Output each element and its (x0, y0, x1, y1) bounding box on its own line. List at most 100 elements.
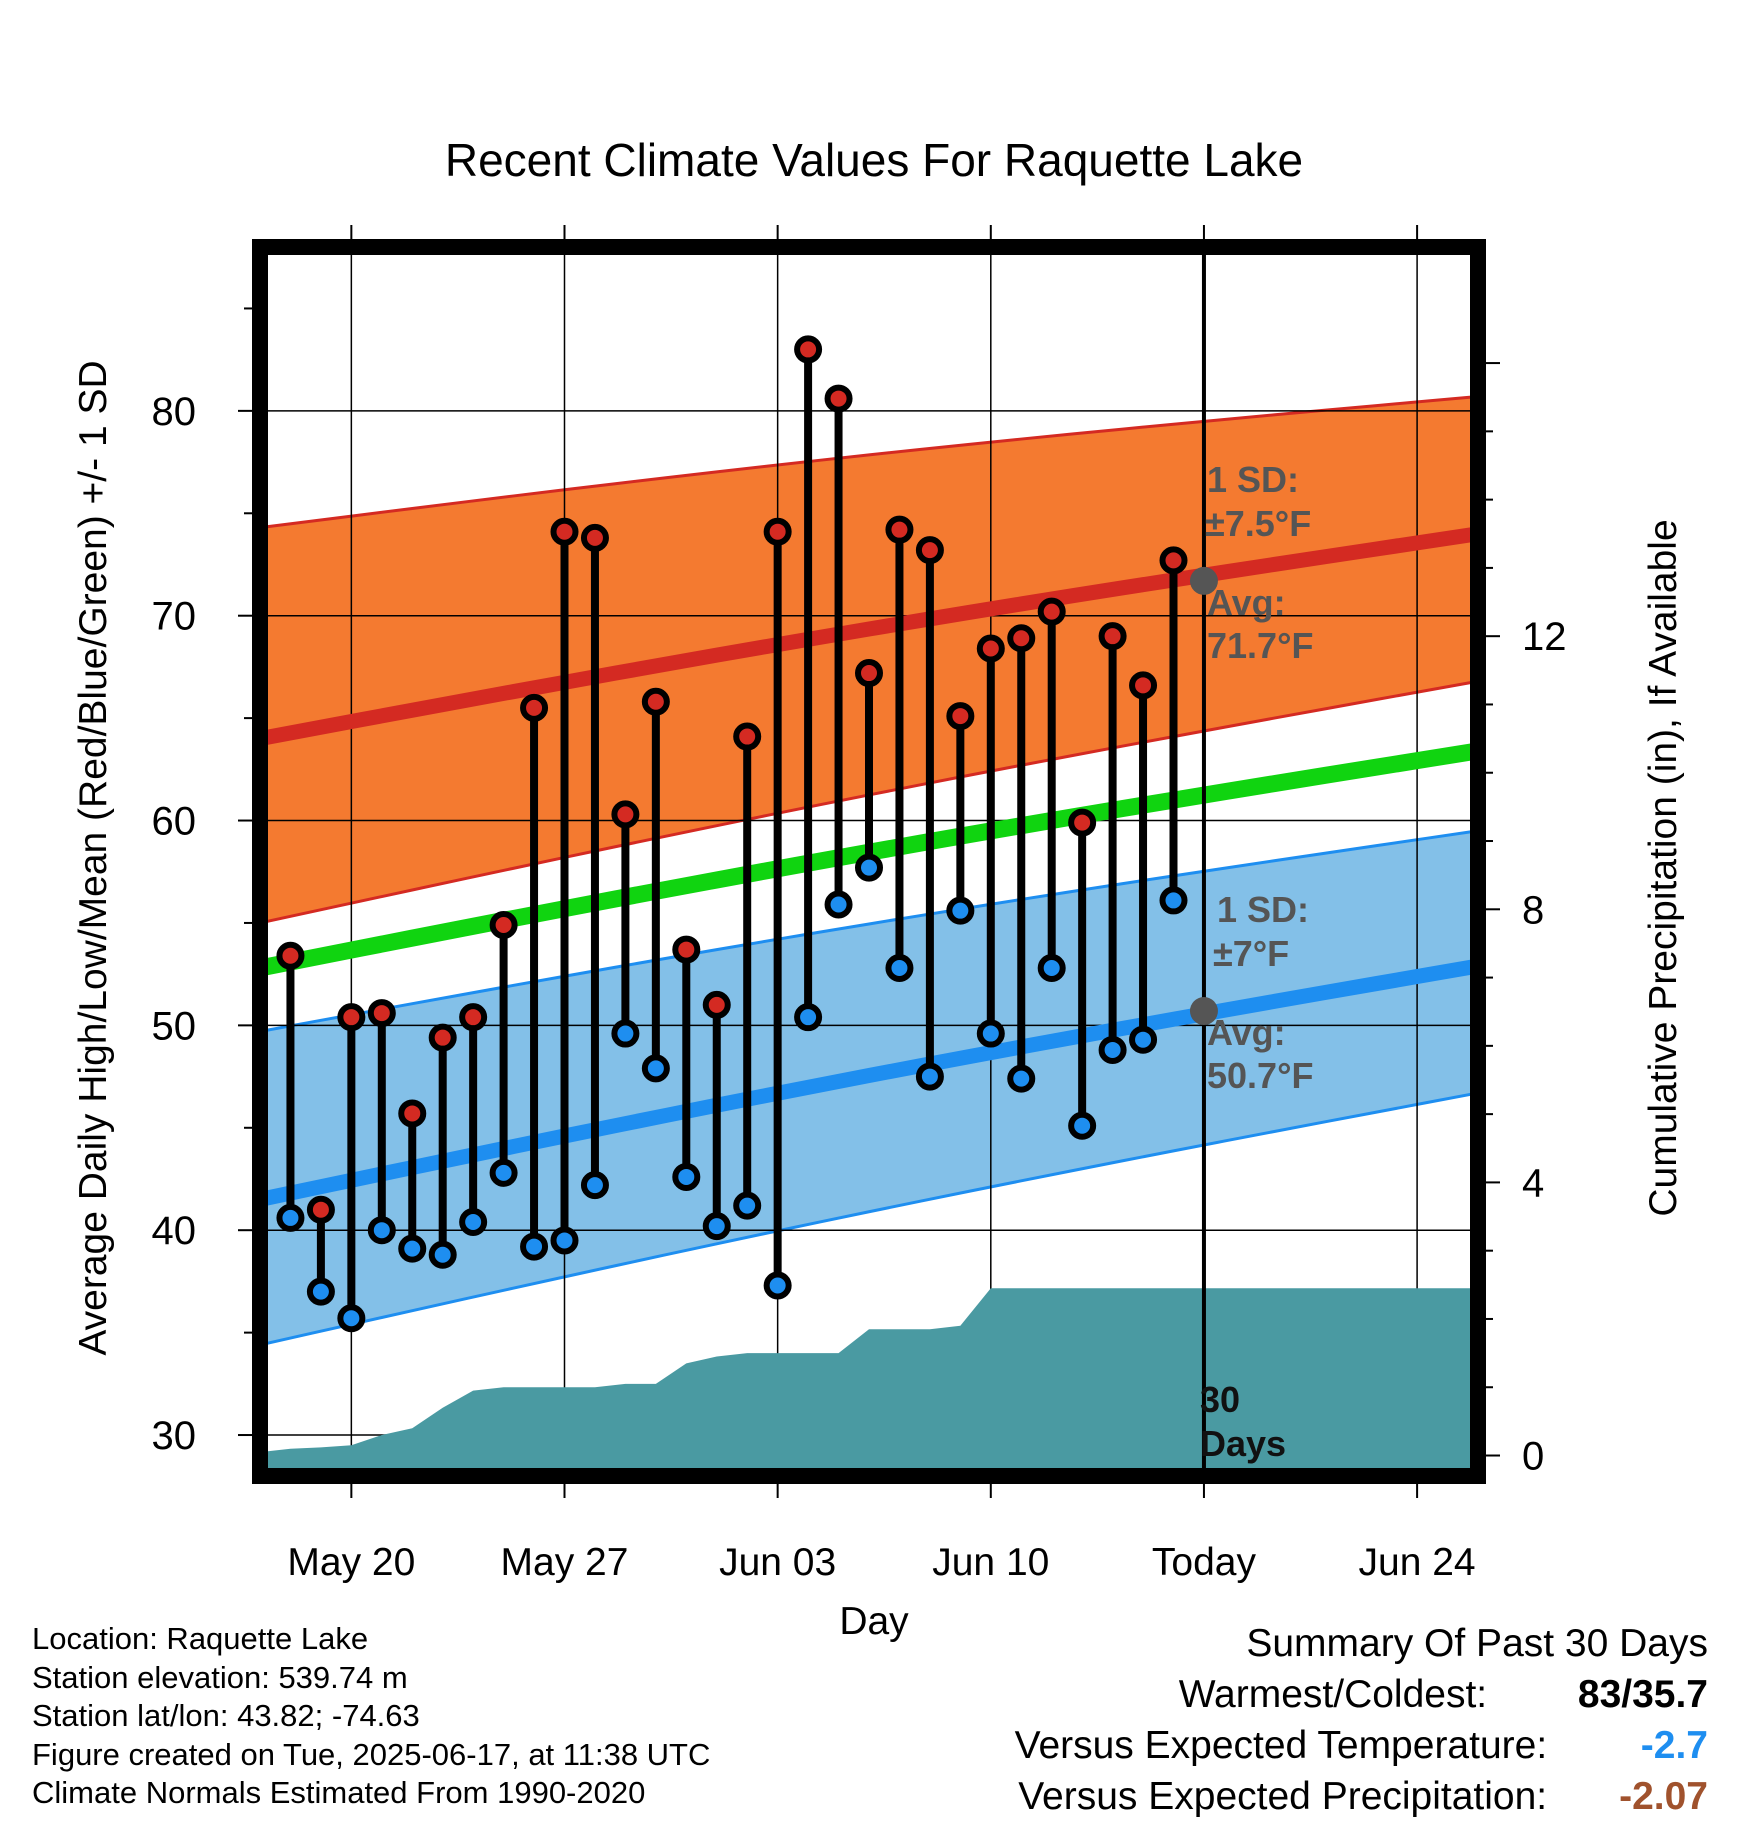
daily-low-point (459, 1208, 488, 1237)
daily-low-point (306, 1277, 335, 1306)
daily-high-point (946, 702, 975, 731)
daily-high-point (550, 517, 579, 546)
summary-warmest-row: Warmest/Coldest: 83/35.7 (1015, 1669, 1708, 1720)
chart-title: Recent Climate Values For Raquette Lake (445, 134, 1303, 186)
y-tick-label: 40 (152, 1209, 197, 1253)
daily-high-point (276, 941, 305, 970)
x-tick-label: May 27 (501, 1541, 629, 1584)
summary-temp-row: Versus Expected Temperature: -2.7 (1015, 1720, 1708, 1771)
daily-high-point (337, 1003, 366, 1032)
daily-low-point (946, 896, 975, 925)
y2-axis-label: Cumulative Precipitation (in), If Availa… (1642, 519, 1685, 1216)
daily-low-point (1037, 954, 1066, 983)
high-sd-annotation: 1 SD: (1207, 459, 1299, 500)
daily-low-point (337, 1304, 366, 1333)
daily-high-point (1037, 597, 1066, 626)
daily-low-point (428, 1240, 457, 1269)
x-tick-label: May 20 (287, 1541, 415, 1584)
summary-precip-row: Versus Expected Precipitation: -2.07 (1015, 1771, 1708, 1822)
y2-tick-label: 4 (1522, 1161, 1544, 1205)
precip-window-annotation: Days (1200, 1423, 1286, 1464)
daily-high-point (915, 536, 944, 565)
daily-high-point (1007, 624, 1036, 653)
low-band-lower-edge (259, 1091, 1479, 1347)
y-tick-label: 80 (152, 390, 197, 434)
daily-high-point (1159, 546, 1188, 575)
y-tick-label: 70 (152, 595, 197, 639)
daily-high-point (702, 990, 731, 1019)
daily-low-point (367, 1216, 396, 1245)
low-band-upper-edge (259, 829, 1479, 1033)
daily-low-point (976, 1019, 1005, 1048)
daily-low-point (489, 1158, 518, 1187)
daily-high-point (398, 1099, 427, 1128)
low-avg-label-annotation: Avg: (1207, 1012, 1286, 1053)
daily-low-point (641, 1054, 670, 1083)
temp-departure-value: -2.7 (1640, 1724, 1708, 1767)
daily-low-point (1068, 1111, 1097, 1140)
temp-departure-label: Versus Expected Temperature: (1014, 1724, 1548, 1767)
daily-high-point (489, 910, 518, 939)
x-axis-label: Day (839, 1600, 909, 1643)
daily-low-point (702, 1212, 731, 1241)
daily-low-point (1159, 886, 1188, 915)
daily-low-point (824, 890, 853, 919)
x-tick-label: Today (1152, 1541, 1257, 1584)
location-text: Location: Raquette Lake (32, 1621, 369, 1656)
x-tick-label: Jun 24 (1359, 1541, 1476, 1584)
daily-high-point (976, 634, 1005, 663)
summary-panel: Summary Of Past 30 Days Warmest/Coldest:… (1015, 1618, 1708, 1822)
summary-title: Summary Of Past 30 Days (1246, 1622, 1708, 1665)
daily-low-point (520, 1232, 549, 1261)
today-low-average-marker (1189, 997, 1218, 1026)
x-tick-label: Jun 10 (932, 1541, 1049, 1584)
daily-low-point (1007, 1064, 1036, 1093)
daily-low-point (1129, 1025, 1158, 1054)
daily-high-point (459, 1003, 488, 1032)
created-text: Figure created on Tue, 2025-06-17, at 11… (32, 1736, 711, 1772)
daily-high-point (1129, 671, 1158, 700)
high-band-upper-edge (259, 395, 1479, 530)
daily-high-point (763, 517, 792, 546)
normals-text: Climate Normals Estimated From 1990-2020 (32, 1775, 646, 1810)
precip-departure-value: -2.07 (1619, 1775, 1708, 1818)
daily-high-point (428, 1023, 457, 1052)
precip-departure-label: Versus Expected Precipitation: (1018, 1775, 1548, 1818)
high-average-line (258, 526, 1480, 746)
high-avg-value-annotation: 71.7°F (1207, 625, 1313, 666)
daily-low-point (611, 1019, 640, 1048)
y-axis-label: Average Daily High/Low/Mean (Red/Blue/Gr… (72, 360, 115, 1355)
daily-low-point (550, 1226, 579, 1255)
high-sd-value-annotation: ±7.5°F (1205, 503, 1311, 544)
x-tick-label: Jun 03 (719, 1541, 836, 1584)
daily-low-point (885, 954, 914, 983)
daily-high-point (520, 693, 549, 722)
daily-high-point (672, 935, 701, 964)
daily-low-point (1098, 1035, 1127, 1064)
station-info: Location: Raquette Lake Station elevatio… (32, 1620, 710, 1813)
daily-low-point (398, 1234, 427, 1263)
daily-low-point (276, 1203, 305, 1232)
daily-high-point (733, 722, 762, 751)
low-avg-value-annotation: 50.7°F (1207, 1055, 1313, 1096)
daily-high-point (885, 515, 914, 544)
axes: 30 40 50 60 70 80 0 4 8 12 May 20 May 27 Jun 03 Jun 1… (152, 225, 1567, 1584)
daily-high-point (611, 800, 640, 829)
plot-frame (252, 239, 1486, 1484)
y2-tick-label: 12 (1522, 615, 1567, 659)
today-high-average-marker (1189, 566, 1218, 595)
low-sd-value-annotation: ±7°F (1213, 933, 1289, 974)
y-tick-label: 30 (152, 1414, 197, 1458)
y2-tick-label: 0 (1522, 1435, 1544, 1479)
precipitation-area (260, 1288, 1478, 1476)
daily-low-point (794, 1003, 823, 1032)
daily-low-point (855, 853, 883, 882)
high-avg-label-annotation: Avg: (1207, 582, 1286, 623)
daily-low-point (733, 1191, 762, 1220)
daily-high-point (1068, 808, 1097, 837)
daily-low-point (672, 1162, 701, 1191)
daily-high-point (641, 687, 670, 716)
daily-high-point (367, 999, 396, 1028)
